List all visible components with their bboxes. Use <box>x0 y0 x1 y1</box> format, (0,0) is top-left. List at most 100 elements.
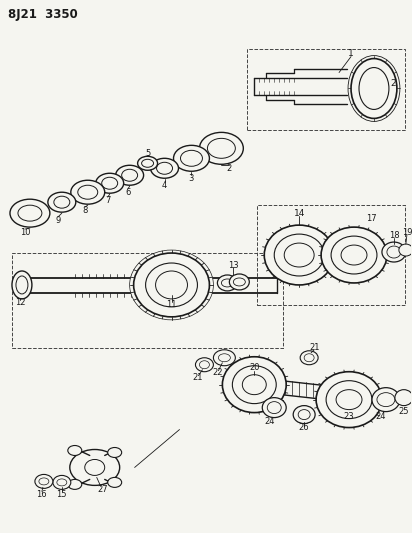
Text: 15: 15 <box>56 490 67 499</box>
Text: 22: 22 <box>212 368 222 377</box>
Ellipse shape <box>221 279 233 287</box>
Text: 18: 18 <box>389 231 399 240</box>
Ellipse shape <box>102 177 118 189</box>
Ellipse shape <box>316 372 382 427</box>
Text: 11: 11 <box>166 301 177 309</box>
Ellipse shape <box>180 150 202 166</box>
Ellipse shape <box>10 199 50 227</box>
Text: 21: 21 <box>310 343 321 352</box>
Ellipse shape <box>351 59 397 118</box>
Ellipse shape <box>242 375 266 394</box>
Bar <box>257 205 405 305</box>
Text: 20: 20 <box>249 363 260 372</box>
Ellipse shape <box>16 276 28 294</box>
Text: 16: 16 <box>37 490 47 499</box>
Ellipse shape <box>70 449 119 486</box>
Ellipse shape <box>300 351 318 365</box>
Text: 2: 2 <box>227 164 232 173</box>
Text: 26: 26 <box>299 423 309 432</box>
Ellipse shape <box>233 278 245 286</box>
Text: 3: 3 <box>189 174 194 183</box>
Ellipse shape <box>382 242 406 262</box>
Ellipse shape <box>57 479 67 486</box>
Ellipse shape <box>359 68 389 109</box>
Ellipse shape <box>71 180 105 204</box>
Ellipse shape <box>199 361 209 369</box>
Text: 25: 25 <box>399 407 409 416</box>
Ellipse shape <box>348 55 400 122</box>
Ellipse shape <box>150 158 178 178</box>
Ellipse shape <box>232 366 276 403</box>
Ellipse shape <box>199 132 243 164</box>
Ellipse shape <box>326 381 372 418</box>
Ellipse shape <box>399 244 412 256</box>
Ellipse shape <box>12 271 32 299</box>
Ellipse shape <box>387 246 401 258</box>
Ellipse shape <box>108 448 122 457</box>
Ellipse shape <box>222 357 286 413</box>
Text: 21: 21 <box>192 373 203 382</box>
Ellipse shape <box>274 234 324 276</box>
Ellipse shape <box>395 390 412 406</box>
Ellipse shape <box>218 275 237 291</box>
Ellipse shape <box>138 156 157 170</box>
Ellipse shape <box>173 146 209 171</box>
Ellipse shape <box>145 263 197 307</box>
Ellipse shape <box>284 243 314 267</box>
Bar <box>247 49 405 131</box>
Ellipse shape <box>48 192 76 212</box>
Ellipse shape <box>229 274 249 290</box>
Text: 14: 14 <box>293 208 305 217</box>
Bar <box>12 253 283 348</box>
Text: 12: 12 <box>15 298 25 308</box>
Ellipse shape <box>39 478 49 485</box>
Ellipse shape <box>116 165 144 185</box>
Ellipse shape <box>130 250 213 320</box>
Ellipse shape <box>78 185 98 199</box>
Ellipse shape <box>293 406 315 424</box>
Text: 10: 10 <box>20 228 30 237</box>
Ellipse shape <box>68 446 82 456</box>
Text: 17: 17 <box>366 214 376 223</box>
Ellipse shape <box>264 225 334 285</box>
Ellipse shape <box>304 354 314 362</box>
Ellipse shape <box>68 479 82 489</box>
Ellipse shape <box>85 459 105 475</box>
Ellipse shape <box>96 173 124 193</box>
Ellipse shape <box>262 398 286 417</box>
Ellipse shape <box>298 409 310 419</box>
Text: 8: 8 <box>82 206 87 215</box>
Text: 8J21  3350: 8J21 3350 <box>8 8 78 21</box>
Ellipse shape <box>341 245 367 265</box>
Text: 7: 7 <box>105 196 110 205</box>
Text: 6: 6 <box>125 188 130 197</box>
Text: 24: 24 <box>376 412 386 421</box>
Text: 4: 4 <box>162 181 167 190</box>
Text: 9: 9 <box>55 216 61 224</box>
Ellipse shape <box>53 475 71 489</box>
Text: 19: 19 <box>402 228 412 237</box>
Ellipse shape <box>156 271 187 299</box>
Text: 27: 27 <box>97 485 108 494</box>
Ellipse shape <box>377 393 395 407</box>
Ellipse shape <box>195 358 213 372</box>
Ellipse shape <box>35 474 53 488</box>
Ellipse shape <box>54 196 70 208</box>
Text: 2: 2 <box>390 79 396 88</box>
Text: 24: 24 <box>264 417 274 426</box>
Ellipse shape <box>213 350 235 366</box>
Ellipse shape <box>18 205 42 221</box>
Ellipse shape <box>142 159 154 167</box>
Text: 1: 1 <box>348 49 354 58</box>
Ellipse shape <box>218 354 230 362</box>
Ellipse shape <box>133 253 209 317</box>
Ellipse shape <box>331 236 377 274</box>
Ellipse shape <box>122 169 138 181</box>
Ellipse shape <box>336 390 362 409</box>
Ellipse shape <box>157 162 173 174</box>
Ellipse shape <box>267 402 281 414</box>
Ellipse shape <box>321 227 387 283</box>
Ellipse shape <box>372 387 400 411</box>
Text: 23: 23 <box>344 412 354 421</box>
Text: 13: 13 <box>228 261 239 270</box>
